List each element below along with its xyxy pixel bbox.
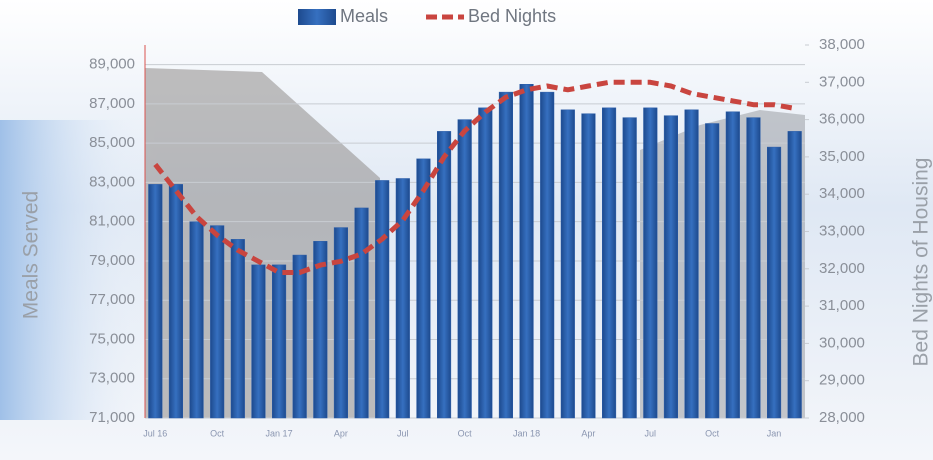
x-tick-label: Jan 17	[266, 428, 293, 438]
bar	[416, 158, 431, 419]
x-tick-label: Oct	[705, 428, 720, 438]
y-tick-label: 79,000	[89, 252, 135, 269]
x-tick-label: Jul	[645, 428, 657, 438]
bar	[168, 184, 183, 419]
bar	[602, 107, 617, 419]
bar	[375, 180, 390, 419]
background-glow	[0, 120, 160, 420]
y-tick-label: 81,000	[89, 213, 135, 230]
y-tick-label: 89,000	[89, 56, 135, 73]
y2-axis-title: Bed Nights of Housing	[910, 158, 933, 367]
bar	[272, 264, 287, 419]
y2-tick-label: 37,000	[819, 73, 865, 90]
y2-tick-label: 30,000	[819, 334, 865, 351]
bar	[230, 239, 245, 419]
x-tick-label: Apr	[581, 428, 595, 438]
bar	[560, 109, 575, 419]
y-tick-label: 71,000	[89, 409, 135, 426]
bar	[643, 107, 658, 419]
x-tick-label: Oct	[458, 428, 473, 438]
bar	[767, 146, 782, 419]
y2-tick-label: 32,000	[819, 260, 865, 277]
bar	[251, 264, 266, 419]
x-tick-label: Apr	[334, 428, 348, 438]
y2-tick-label: 35,000	[819, 148, 865, 165]
line	[153, 79, 796, 275]
bar	[437, 131, 452, 419]
bar	[705, 123, 720, 419]
y2-tick-label: 36,000	[819, 111, 865, 128]
bar	[478, 107, 493, 419]
bar	[519, 84, 534, 419]
bar	[354, 207, 369, 419]
bar	[457, 119, 472, 419]
y-axis-title: Meals Served	[20, 191, 43, 319]
y2-tick-label: 31,000	[819, 297, 865, 314]
bar	[540, 91, 555, 419]
bar	[210, 225, 225, 419]
bar	[622, 117, 637, 419]
legend: Meals Bed Nights	[298, 6, 556, 26]
x-tick-label: Jul	[397, 428, 409, 438]
bar	[313, 241, 328, 419]
bar	[725, 111, 740, 419]
y2-tick-label: 33,000	[819, 222, 865, 239]
bar	[787, 131, 802, 419]
x-tick-label: Jan 18	[513, 428, 540, 438]
bar	[663, 115, 678, 419]
y-tick-label: 77,000	[89, 291, 135, 308]
x-tick-label: Jan	[767, 428, 782, 438]
bar	[148, 184, 163, 419]
y-tick-label: 83,000	[89, 173, 135, 190]
bar	[498, 91, 513, 419]
bar	[746, 117, 761, 419]
x-tick-label: Jul 16	[143, 428, 167, 438]
bar	[292, 254, 307, 419]
legend-label: Bed Nights	[468, 6, 556, 26]
legend-label: Meals	[340, 6, 388, 26]
bar	[395, 178, 410, 419]
legend-swatch	[298, 9, 336, 25]
building-photo	[640, 110, 805, 418]
y-tick-label: 87,000	[89, 95, 135, 112]
y2-tick-label: 34,000	[819, 185, 865, 202]
bar	[581, 113, 596, 419]
bar	[684, 109, 699, 419]
bar	[189, 221, 204, 419]
y-tick-label: 75,000	[89, 330, 135, 347]
y2-tick-label: 28,000	[819, 409, 865, 426]
y2-tick-label: 38,000	[819, 36, 865, 53]
y-tick-label: 73,000	[89, 370, 135, 387]
y-tick-label: 85,000	[89, 134, 135, 151]
y2-tick-label: 29,000	[819, 372, 865, 389]
bar	[333, 227, 348, 419]
x-tick-label: Oct	[210, 428, 225, 438]
